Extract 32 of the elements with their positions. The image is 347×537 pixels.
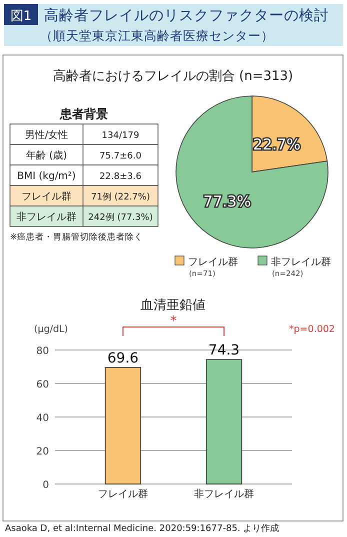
y-tick-label: 80 bbox=[36, 346, 49, 357]
text: 男性/女性 bbox=[24, 129, 68, 141]
chart-title: 高齢者におけるフレイルの割合 (n=313) bbox=[52, 68, 294, 84]
y-tick-label: 60 bbox=[36, 380, 49, 390]
text: 図1 高齢者フレイルのリスクファクターの検討 bbox=[10, 7, 329, 24]
text: 非フレイル群 bbox=[16, 211, 76, 223]
text: * bbox=[170, 314, 178, 329]
y-tick-label: 20 bbox=[36, 446, 49, 458]
text: 242例 (77.3%) bbox=[88, 212, 153, 223]
text: 年齢 (歳) bbox=[26, 150, 68, 162]
text: 患者背景 bbox=[59, 107, 108, 121]
text: 75.7±6.0 bbox=[100, 152, 142, 162]
text: BMI (kg/m²) bbox=[17, 171, 76, 182]
text: Asaoka D, et al:Internal Medicine. 2020:59:1677-85. より作成 bbox=[5, 523, 280, 534]
data-label: 77.3% bbox=[203, 192, 251, 211]
y-tick-label: 0 bbox=[42, 480, 49, 491]
text: 134/179 bbox=[102, 131, 140, 141]
legend-label: フレイル群 bbox=[188, 256, 238, 268]
data-label: 74.3 bbox=[208, 342, 240, 359]
data-label: 69.6 bbox=[107, 350, 139, 366]
text: （順天堂東京江東高齢者医療センター） bbox=[40, 28, 274, 43]
text: *p=0.002 bbox=[289, 324, 335, 335]
y-tick-label: 40 bbox=[36, 413, 49, 424]
chart-title: 血清亜鉛値 bbox=[140, 298, 206, 313]
text: フレイル群 bbox=[22, 190, 72, 202]
y-axis-title: (μg/dL) bbox=[34, 324, 68, 335]
data-label: 22.7% bbox=[253, 135, 301, 154]
text: ※癌患者・胃腸管切除後患者除く bbox=[10, 232, 144, 242]
legend-label: 非フレイル群 bbox=[271, 256, 331, 268]
pie-slice bbox=[176, 96, 328, 248]
text: 71例 (22.7%) bbox=[91, 192, 150, 202]
text: 22.8±3.6 bbox=[100, 172, 142, 182]
